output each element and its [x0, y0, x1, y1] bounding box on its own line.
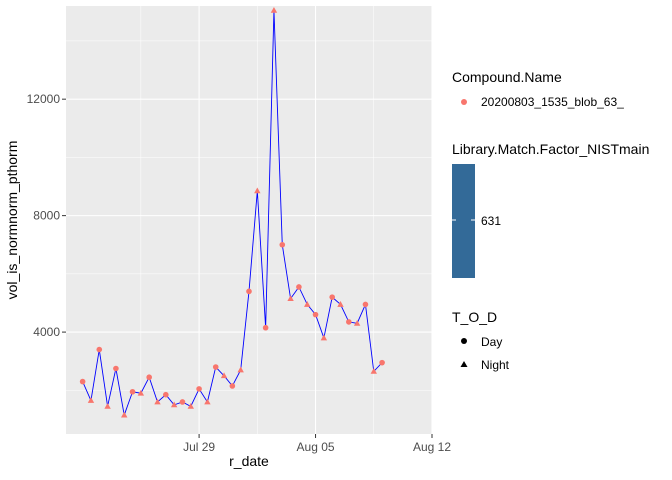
data-point-day-32 [346, 319, 352, 325]
plot-panel [66, 6, 432, 434]
y-tick-label-1: 8000 [33, 209, 60, 223]
x-tick-label-0: Jul 29 [183, 440, 215, 454]
data-point-night-15 [204, 398, 211, 405]
legend-library-colorbar [452, 164, 475, 278]
data-point-day-8 [146, 374, 152, 381]
data-point-day-26 [296, 284, 302, 290]
data-point-night-19 [237, 366, 244, 373]
data-point-night-27 [304, 301, 311, 307]
data-point-day-14 [196, 386, 202, 392]
legend-library-label: 631 [481, 214, 501, 228]
data-point-night-17 [220, 372, 228, 379]
legend-library: Library.Match.Factor_NISTmain 631 [452, 141, 649, 278]
data-point-night-25 [287, 295, 294, 302]
data-point-day-36 [379, 359, 385, 366]
y-tick-label-0: 4000 [33, 325, 60, 339]
legend-compound-key [461, 99, 467, 105]
data-point-day-30 [329, 294, 335, 300]
legend-tod-night-icon [460, 361, 468, 367]
data-point-day-6 [129, 388, 136, 395]
legend-library-title: Library.Match.Factor_NISTmain [452, 141, 649, 157]
x-tick-label-1: Aug 05 [297, 440, 335, 454]
data-point-night-35 [370, 368, 377, 374]
data-point-night-29 [320, 334, 328, 341]
data-point-night-21 [254, 187, 261, 194]
series-points [79, 6, 385, 418]
data-point-night-33 [353, 319, 361, 326]
data-point-night-7 [137, 389, 145, 396]
data-point-day-24 [279, 241, 286, 248]
data-point-day-10 [163, 391, 169, 398]
data-point-day-4 [113, 365, 119, 372]
legend-compound: Compound.Name 20200803_1535_blob_63_ [452, 69, 624, 109]
data-point-day-20 [246, 288, 252, 295]
x-axis-title: r_date [229, 453, 269, 469]
data-point-night-23 [270, 6, 278, 13]
axis-ticks: Jul 29 Aug 05 Aug 12 4000 8000 12000 [27, 92, 452, 454]
data-point-night-9 [154, 398, 161, 405]
data-point-night-31 [337, 301, 344, 307]
y-axis-title: vol_is_normnorm_pthorm [4, 141, 20, 300]
data-point-day-18 [229, 383, 236, 389]
data-point-night-1 [87, 397, 95, 403]
data-point-day-2 [96, 346, 103, 353]
data-point-day-34 [362, 301, 369, 308]
data-point-day-12 [179, 399, 186, 405]
data-point-night-5 [121, 411, 128, 418]
legend-compound-label: 20200803_1535_blob_63_ [481, 95, 624, 109]
data-point-day-22 [262, 324, 269, 331]
data-point-night-11 [170, 401, 178, 408]
legend-tod: T_O_D Day Night [452, 309, 510, 372]
legend-tod-title: T_O_D [452, 309, 497, 325]
y-tick-label-2: 12000 [27, 92, 61, 106]
grid-minor [66, 6, 432, 434]
data-point-night-3 [104, 402, 111, 409]
grid-major [66, 6, 433, 434]
data-point-day-16 [212, 364, 219, 370]
data-point-night-13 [187, 402, 194, 409]
legend-compound-title: Compound.Name [452, 69, 562, 85]
data-point-day-28 [312, 311, 319, 318]
x-tick-label-2: Aug 12 [413, 440, 451, 454]
data-point-day-0 [79, 378, 86, 385]
legend-tod-night-label: Night [481, 358, 510, 372]
legend-tod-day-icon [461, 338, 467, 344]
legend-tod-day-label: Day [481, 335, 502, 349]
